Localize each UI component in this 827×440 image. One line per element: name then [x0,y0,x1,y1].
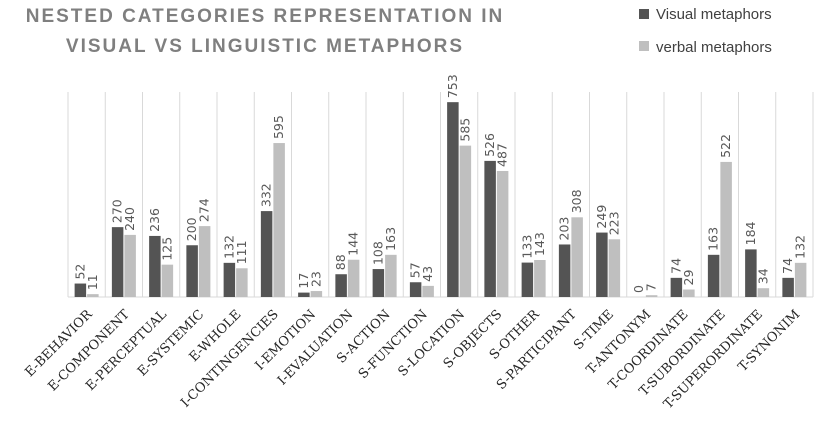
value-label: 585 [457,118,472,142]
chart-title-line-2: VISUAL VS LINGUISTIC METAPHORS [66,36,464,57]
value-label: 132 [221,235,236,259]
bar-verbal-e-behavior [87,294,99,297]
value-label: 108 [370,241,385,265]
bar-visual-s-location [447,102,459,297]
value-label: 17 [296,273,311,289]
bar-verbal-e-component [124,234,136,297]
value-label: 595 [271,115,286,139]
value-label: 88 [333,254,348,270]
chart-title: NESTED CATEGORIES REPRESENTATION IN VISU… [26,6,505,57]
category-label: T-ANTONYM [584,307,655,378]
bar-verbal-s-action [385,254,397,297]
bar-visual-t-superordinate [745,249,757,297]
value-label: 274 [197,198,212,222]
bar-visual-s-time [596,232,608,297]
value-label: 240 [122,207,137,231]
legend-label-visual: Visual metaphors [656,6,772,23]
bar-visual-e-component [111,227,124,297]
bar-verbal-e-whole [236,268,248,297]
value-label: 7 [644,283,659,291]
value-label: 308 [569,189,584,213]
legend-swatch-visual [639,9,649,19]
bar-visual-s-other [521,262,534,297]
value-label: 163 [383,227,398,251]
value-label: 236 [147,208,162,232]
bar-visual-t-coordinate [670,277,683,297]
bar-visual-e-perceptual [149,235,161,297]
bar-verbal-s-objects [496,170,509,297]
value-label: 270 [110,199,125,223]
bar-visual-e-behavior [74,283,87,297]
bar-verbal-s-time [608,239,621,297]
bar-visual-i-emotion [298,292,310,297]
legend-label-verbal: verbal metaphors [656,39,772,56]
value-label: 223 [606,211,621,235]
value-label: 133 [519,235,534,259]
value-label: 23 [308,271,323,287]
bar-visual-i-evaluation [335,274,347,297]
value-label: 29 [681,270,696,286]
value-label: 57 [408,262,423,278]
value-label: 125 [159,237,174,261]
value-label: 184 [743,221,758,245]
legend-swatch-verbal [639,41,649,51]
bar-verbal-t-superordinate [757,288,770,297]
value-label: 487 [495,143,510,167]
value-label: 143 [532,232,547,256]
value-label: 200 [184,217,199,241]
value-label: 522 [718,134,733,158]
bar-verbal-s-location [459,145,472,297]
bar-visual-i-contingencies [260,211,273,297]
value-label: 43 [420,266,435,282]
value-label: 203 [557,217,572,241]
bar-verbal-s-function [422,285,434,297]
bar-verbal-e-systemic [198,226,211,297]
value-label: 332 [259,183,274,207]
value-label: 111 [234,240,249,264]
value-label: 526 [482,133,497,157]
plot-area: 5211E-BEHAVIOR270240E-COMPONENT236125E-P… [22,74,814,412]
bar-verbal-e-perceptual [161,264,174,297]
bar-visual-t-subordinate [707,254,720,297]
bar-visual-e-systemic [186,245,198,297]
bar-visual-t-synonim [782,277,794,297]
bar-visual-s-action [372,269,385,297]
bar-verbal-t-subordinate [720,161,732,297]
value-label: 74 [780,258,795,274]
value-label: 144 [346,232,361,256]
bar-visual-e-whole [223,262,236,297]
bar-verbal-s-other [534,259,546,297]
bar-verbal-s-participant [571,217,583,297]
value-label: 11 [85,274,100,290]
bar-verbal-t-coordinate [683,289,695,297]
value-label: 52 [72,264,87,280]
value-label: 249 [594,205,609,229]
value-label: 753 [445,74,460,98]
bar-visual-s-function [409,282,422,297]
legend: Visual metaphors verbal metaphors [639,6,772,56]
bar-visual-s-objects [484,160,496,297]
value-label: 132 [793,235,808,259]
value-label: 34 [755,268,770,284]
bar-verbal-t-antonym [645,295,658,297]
bar-verbal-i-evaluation [347,259,360,297]
chart-title-line-1: NESTED CATEGORIES REPRESENTATION IN [26,6,505,27]
bar-verbal-i-contingencies [273,143,285,297]
bar-verbal-i-emotion [310,291,323,297]
value-label: 0 [631,285,646,293]
bar-visual-s-participant [558,244,571,297]
value-label: 163 [706,227,721,251]
bar-verbal-t-synonim [794,262,807,297]
value-label: 74 [668,258,683,274]
